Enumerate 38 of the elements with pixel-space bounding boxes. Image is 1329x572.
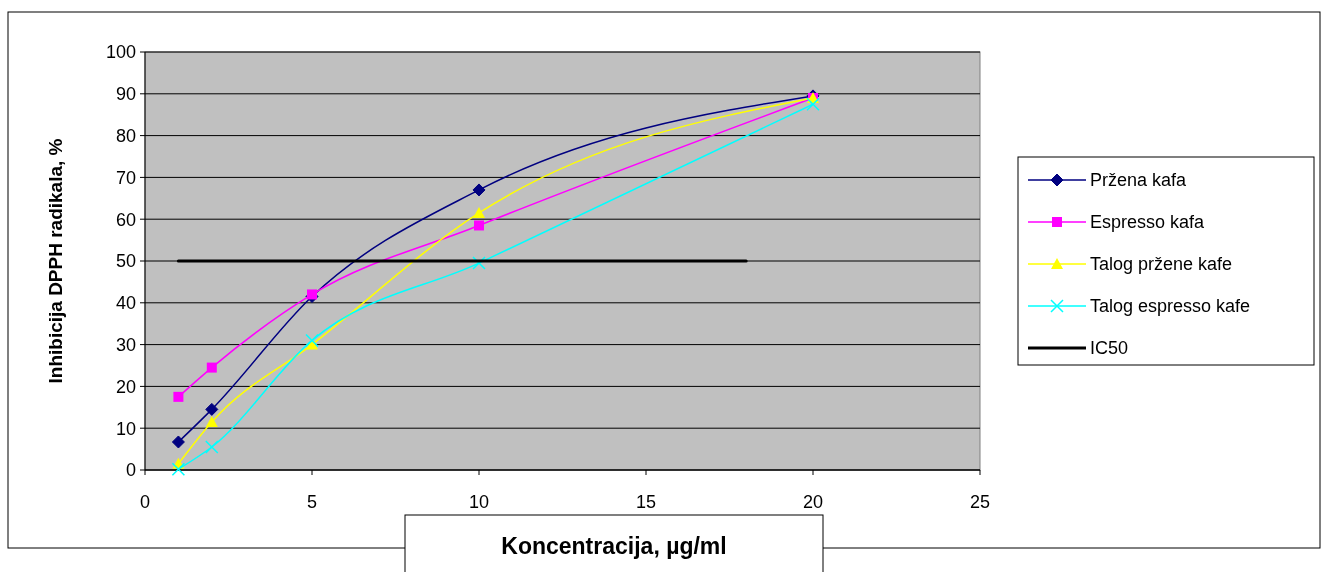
legend-label: Pržena kafa <box>1090 170 1188 191</box>
y-axis-title: Inhibicija DPPH radikala, % <box>45 138 66 384</box>
point <box>472 183 486 197</box>
x-axis-title: Koncentracija, µg/ml <box>501 533 727 559</box>
y-tick-label: 80 <box>115 125 136 146</box>
point <box>171 462 186 476</box>
y-tick-label: 10 <box>115 418 136 439</box>
legend-label: Talog espresso kafe <box>1090 296 1251 317</box>
point <box>305 333 319 348</box>
y-tick-label: 30 <box>115 334 136 355</box>
point <box>206 362 217 373</box>
point <box>205 415 218 427</box>
y-tick-label: 100 <box>105 42 136 63</box>
x-tick-label: 5 <box>306 492 318 512</box>
y-tick-label: 40 <box>115 293 136 314</box>
point <box>806 97 820 111</box>
point <box>307 289 317 300</box>
legend-label: Talog pržene kafe <box>1090 254 1233 275</box>
point <box>171 435 185 449</box>
legend-label: Espresso kafa <box>1090 212 1206 233</box>
legend-label: IC50 <box>1090 338 1129 359</box>
y-tick-label: 20 <box>115 376 136 397</box>
x-tick-label: 20 <box>802 492 824 512</box>
point <box>472 256 486 270</box>
point <box>473 206 485 218</box>
point <box>474 220 484 231</box>
y-tick-label: 0 <box>125 460 136 481</box>
y-tick-label: 50 <box>115 251 136 272</box>
point <box>173 391 184 402</box>
x-tick-label: 25 <box>969 492 991 512</box>
y-tick-label: 90 <box>115 84 136 105</box>
x-tick-label: 0 <box>139 492 151 512</box>
y-tick-label: 70 <box>115 167 136 188</box>
y-tick-label: 60 <box>115 209 136 230</box>
point <box>205 440 219 454</box>
x-tick-label: 15 <box>635 492 657 512</box>
x-tick-label: 10 <box>468 492 490 512</box>
point <box>205 402 219 416</box>
